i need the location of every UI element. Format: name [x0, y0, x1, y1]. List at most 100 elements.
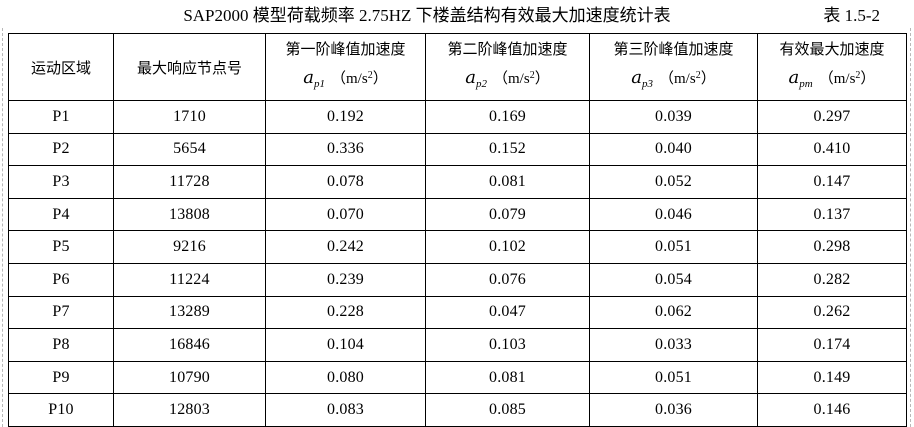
cell-ap3-value: 0.052 — [589, 165, 758, 199]
unit-post: ） — [534, 71, 550, 87]
cell-node-number: 1710 — [113, 100, 266, 134]
cell-ap3-value: 0.040 — [589, 132, 758, 167]
cell-ap1-value: 0.070 — [265, 197, 426, 232]
cell-ap2-value: 0.169 — [425, 100, 590, 134]
col-header-label: 第二阶峰值加速度 — [447, 42, 568, 58]
table-row: P8 16846 0.104 0.103 0.033 0.174 — [8, 328, 907, 362]
cell-ap1-value: 0.336 — [265, 132, 426, 167]
title-row: SAP2000 模型荷载频率 2.75HZ 下楼盖结构有效最大加速度统计表 表 … — [0, 0, 914, 32]
unit-post: ） — [700, 71, 716, 87]
cell-ap1-value: 0.080 — [265, 360, 426, 395]
math-symbol-a: a — [631, 67, 643, 88]
header-row: 运动区域 最大响应节点号 第一阶峰值加速度 ap1 （m/s2） 第二阶峰值加速度… — [8, 33, 907, 101]
cell-ap2-value: 0.081 — [425, 360, 590, 395]
math-symbol-a: a — [303, 67, 315, 88]
cell-node-number: 11728 — [113, 165, 266, 199]
unit-pre: （m/s — [331, 71, 368, 87]
col-header-formula: ap2 （m/s2） — [427, 63, 589, 97]
cell-ap1-value: 0.242 — [265, 230, 426, 264]
table-row: P6 11224 0.239 0.076 0.054 0.282 — [8, 262, 907, 297]
unit-pre: （m/s — [818, 71, 856, 87]
math-subscript: p1 — [314, 78, 326, 90]
col-header-ap2: 第二阶峰值加速度 ap2 （m/s2） — [425, 33, 590, 101]
cell-ap3-value: 0.051 — [589, 230, 758, 264]
table-title: SAP2000 模型荷载频率 2.75HZ 下楼盖结构有效最大加速度统计表 — [183, 6, 671, 25]
cell-ap1-value: 0.083 — [265, 393, 426, 427]
cell-apm-value: 0.137 — [757, 197, 907, 232]
cell-ap2-value: 0.047 — [425, 295, 590, 330]
cell-apm-value: 0.149 — [757, 360, 907, 395]
cell-ap3-value: 0.039 — [589, 100, 758, 134]
cell-ap2-value: 0.079 — [425, 197, 590, 232]
cell-motion-area: P2 — [8, 132, 114, 167]
math-symbol-a: a — [465, 67, 477, 88]
unit-superscript: 2 — [855, 70, 861, 81]
cell-motion-area: P6 — [8, 262, 114, 297]
acceleration-statistics-table: 运动区域 最大响应节点号 第一阶峰值加速度 ap1 （m/s2） 第二阶峰值加速度… — [8, 33, 907, 427]
col-header-label: 第一阶峰值加速度 — [285, 42, 406, 58]
cell-apm-value: 0.297 — [757, 100, 907, 134]
unit-pre: （m/s — [493, 71, 530, 87]
text-boundary-left-guide — [2, 28, 3, 427]
cell-node-number: 9216 — [113, 230, 266, 264]
cell-motion-area: P4 — [8, 197, 114, 232]
cell-apm-value: 0.174 — [757, 328, 907, 362]
cell-apm-value: 0.298 — [757, 230, 907, 264]
table-row: P1 1710 0.192 0.169 0.039 0.297 — [8, 100, 907, 134]
math-subscript: p3 — [642, 78, 654, 90]
cell-motion-area: P9 — [8, 360, 114, 395]
col-header-ap3: 第三阶峰值加速度 ap3 （m/s2） — [589, 33, 758, 101]
col-header-motion-area: 运动区域 — [8, 33, 114, 101]
cell-ap3-value: 0.046 — [589, 197, 758, 232]
col-header-formula: ap3 （m/s2） — [591, 63, 757, 97]
cell-apm-value: 0.147 — [757, 165, 907, 199]
cell-node-number: 12803 — [113, 393, 266, 427]
cell-ap2-value: 0.085 — [425, 393, 590, 427]
unit-post: ） — [860, 71, 876, 87]
cell-ap2-value: 0.103 — [425, 328, 590, 362]
text-boundary-right-guide — [910, 28, 911, 427]
unit-label: （m/s2） — [331, 70, 388, 87]
table-row: P7 13289 0.228 0.047 0.062 0.262 — [8, 295, 907, 330]
col-header-label: 有效最大加速度 — [779, 42, 885, 58]
table-body: P1 1710 0.192 0.169 0.039 0.297 P2 5654 … — [8, 100, 907, 427]
cell-node-number: 11224 — [113, 262, 266, 297]
unit-superscript: 2 — [367, 70, 373, 81]
col-header-formula: apm （m/s2） — [759, 63, 906, 97]
unit-superscript: 2 — [695, 70, 701, 81]
table-row: P3 11728 0.078 0.081 0.052 0.147 — [8, 165, 907, 199]
cell-node-number: 16846 — [113, 328, 266, 362]
cell-ap2-value: 0.102 — [425, 230, 590, 264]
cell-ap3-value: 0.054 — [589, 262, 758, 297]
cell-motion-area: P1 — [8, 100, 114, 134]
table-row: P2 5654 0.336 0.152 0.040 0.410 — [8, 132, 907, 167]
col-header-ap1: 第一阶峰值加速度 ap1 （m/s2） — [265, 33, 426, 101]
cell-ap1-value: 0.192 — [265, 100, 426, 134]
cell-motion-area: P10 — [8, 393, 114, 427]
table-number-label: 表 1.5-2 — [823, 6, 880, 25]
cell-node-number: 10790 — [113, 360, 266, 395]
unit-label: （m/s2） — [493, 70, 550, 87]
col-header-apm: 有效最大加速度 apm （m/s2） — [757, 33, 907, 101]
cell-apm-value: 0.410 — [757, 132, 907, 167]
cell-ap3-value: 0.051 — [589, 360, 758, 395]
math-subscript: pm — [799, 78, 813, 90]
cell-motion-area: P3 — [8, 165, 114, 199]
unit-superscript: 2 — [529, 70, 535, 81]
cell-ap3-value: 0.062 — [589, 295, 758, 330]
cell-apm-value: 0.262 — [757, 295, 907, 330]
col-header-label: 第三阶峰值加速度 — [613, 42, 734, 58]
table-row: P9 10790 0.080 0.081 0.051 0.149 — [8, 360, 907, 395]
cell-apm-value: 0.146 — [757, 393, 907, 427]
cell-motion-area: P7 — [8, 295, 114, 330]
cell-ap1-value: 0.239 — [265, 262, 426, 297]
cell-ap1-value: 0.228 — [265, 295, 426, 330]
col-header-label: 运动区域 — [30, 60, 91, 77]
unit-label: （m/s2） — [818, 70, 876, 87]
col-header-max-response-node: 最大响应节点号 — [113, 33, 266, 101]
cell-node-number: 5654 — [113, 132, 266, 167]
math-subscript: p2 — [476, 78, 488, 90]
col-header-formula: ap1 （m/s2） — [267, 63, 425, 97]
unit-pre: （m/s — [659, 71, 696, 87]
